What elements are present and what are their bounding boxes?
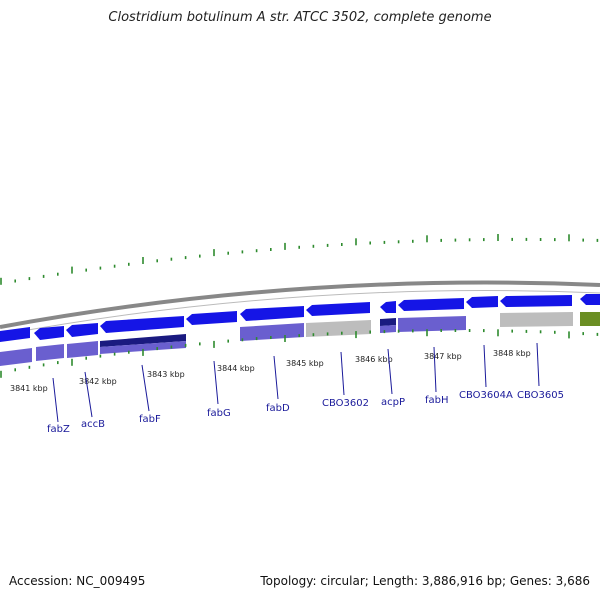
gene-label-CBO3604A[interactable]: CBO3604A: [459, 390, 513, 401]
leader-line: [52, 377, 59, 423]
scale-label: 3848 kbp: [493, 349, 531, 358]
backbone-ring: [0, 280, 600, 329]
gene-labels: fabZ accB fabF fabG fabD CBO3602 acpP fa…: [47, 390, 564, 435]
scale-label: 3841 kbp: [10, 384, 48, 393]
gene-track: [0, 294, 600, 342]
feature-block[interactable]: [100, 334, 186, 347]
scale-labels: 3841 kbp 3842 kbp 3843 kbp 3844 kbp 3845…: [10, 349, 531, 393]
accession-text: Accession: NC_009495: [9, 574, 146, 588]
inner-tick-track: [0, 329, 599, 378]
gene-arrow[interactable]: [306, 302, 370, 316]
gene-arrow[interactable]: [186, 311, 237, 325]
leader-line: [433, 346, 437, 393]
gene-arrow[interactable]: [580, 294, 600, 305]
gene-arrow[interactable]: [380, 301, 396, 313]
leader-line: [387, 348, 393, 395]
feature-block[interactable]: [500, 312, 573, 327]
leader-line: [213, 360, 219, 405]
feature-track: [0, 312, 600, 366]
scale-label: 3844 kbp: [217, 364, 255, 373]
feature-block[interactable]: [306, 320, 371, 337]
leader-line: [536, 342, 540, 387]
feature-block[interactable]: [580, 312, 600, 326]
leader-line: [483, 344, 487, 388]
scale-label: 3845 kbp: [286, 359, 324, 368]
scale-label: 3842 kbp: [79, 377, 117, 386]
gene-label-fabF[interactable]: fabF: [139, 414, 161, 425]
gene-label-fabG[interactable]: fabG: [207, 408, 231, 419]
backbone-inner-line: [0, 290, 600, 336]
gene-arrow[interactable]: [398, 298, 464, 311]
gene-leader-lines: [52, 342, 540, 423]
gene-label-fabZ[interactable]: fabZ: [47, 424, 70, 435]
feature-block[interactable]: [100, 341, 186, 354]
gene-arrow[interactable]: [240, 306, 304, 321]
gene-label-CBO3605[interactable]: CBO3605: [517, 390, 564, 401]
gene-arrow[interactable]: [0, 327, 30, 342]
leader-line: [84, 371, 93, 418]
gene-arrow[interactable]: [466, 296, 498, 308]
gene-label-accB[interactable]: accB: [81, 419, 105, 430]
scale-label: 3846 kbp: [355, 355, 393, 364]
gene-arrow[interactable]: [34, 326, 64, 340]
feature-block[interactable]: [67, 341, 98, 358]
feature-block[interactable]: [240, 323, 304, 341]
gene-arrow[interactable]: [66, 323, 98, 337]
outer-tick-track: [0, 234, 599, 285]
gene-arrow[interactable]: [100, 316, 184, 333]
leader-line: [273, 355, 279, 400]
scale-label: 3843 kbp: [147, 370, 185, 379]
leader-line: [141, 364, 150, 412]
genome-summary-text: Topology: circular; Length: 3,886,916 bp…: [260, 574, 590, 588]
feature-block[interactable]: [36, 344, 64, 361]
feature-block[interactable]: [0, 348, 32, 366]
feature-block[interactable]: [380, 325, 396, 333]
feature-block[interactable]: [398, 316, 466, 332]
gene-label-fabD[interactable]: fabD: [266, 403, 290, 414]
gene-label-acpP[interactable]: acpP: [381, 397, 405, 408]
scale-label: 3847 kbp: [424, 352, 462, 361]
gene-arrow[interactable]: [500, 295, 572, 307]
feature-block[interactable]: [380, 318, 396, 326]
gene-label-fabH[interactable]: fabH: [425, 395, 449, 406]
gene-label-CBO3602[interactable]: CBO3602: [322, 398, 369, 409]
map-title: Clostridium botulinum A str. ATCC 3502, …: [108, 10, 492, 25]
leader-line: [340, 351, 345, 396]
